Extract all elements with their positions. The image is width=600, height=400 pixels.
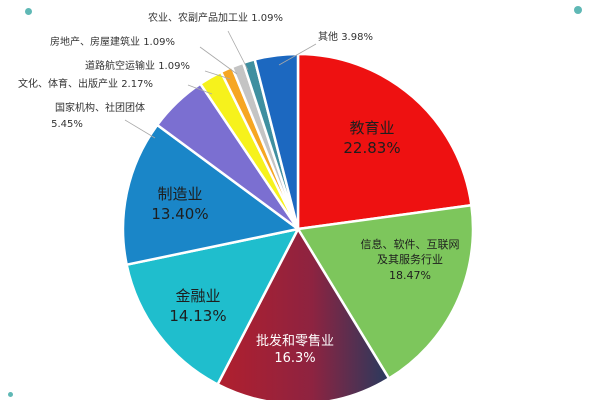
slice-value-3: 16.3%	[274, 351, 315, 366]
decor-dot	[8, 392, 13, 397]
slice-value-4: 14.13%	[169, 307, 226, 325]
slice-value-11: 3.98%	[341, 32, 373, 43]
slice-label-7: 文化、体育、出版产业 2.17%	[18, 77, 153, 90]
slice-label-2: 信息、软件、互联网	[361, 237, 460, 251]
slice-label-8: 道路航空运输业 1.09%	[85, 59, 190, 72]
slice-value-9: 1.09%	[143, 37, 175, 48]
slice-label-4: 金融业	[175, 287, 220, 305]
slice-label-1: 教育业	[349, 119, 394, 137]
slice-value-7: 2.17%	[121, 79, 153, 90]
slice-label-9: 房地产、房屋建筑业 1.09%	[50, 35, 175, 48]
slice-value-2: 18.47%	[389, 269, 431, 282]
slice-label-10: 农业、农副产品加工业 1.09%	[148, 11, 283, 24]
slice-label-2: 及其服务行业	[377, 253, 443, 266]
slice-value-10: 1.09%	[251, 13, 283, 24]
slice-value-1: 22.83%	[343, 139, 400, 157]
decor-dot	[25, 8, 32, 15]
slice-label-6: 国家机构、社团团体	[55, 101, 145, 114]
slice-label-text-11: 其他	[318, 30, 341, 43]
leader-line-6	[125, 120, 155, 138]
slice-value-6: 5.45%	[51, 119, 83, 130]
slice-label-11: 其他 3.98%	[318, 30, 373, 43]
slice-label-text-9: 房地产、房屋建筑业	[50, 35, 143, 48]
slice-label-text-7: 文化、体育、出版产业	[18, 77, 121, 90]
slice-label-5: 制造业	[157, 185, 202, 203]
leader-line-9	[200, 47, 237, 74]
slice-label-3: 批发和零售业	[256, 333, 334, 349]
slice-value-5: 13.40%	[151, 205, 208, 223]
slice-value-8: 1.09%	[158, 61, 190, 72]
decor-dot	[574, 6, 582, 14]
slice-label-text-8: 道路航空运输业	[85, 59, 158, 72]
slice-label-text-10: 农业、农副产品加工业	[148, 11, 251, 24]
